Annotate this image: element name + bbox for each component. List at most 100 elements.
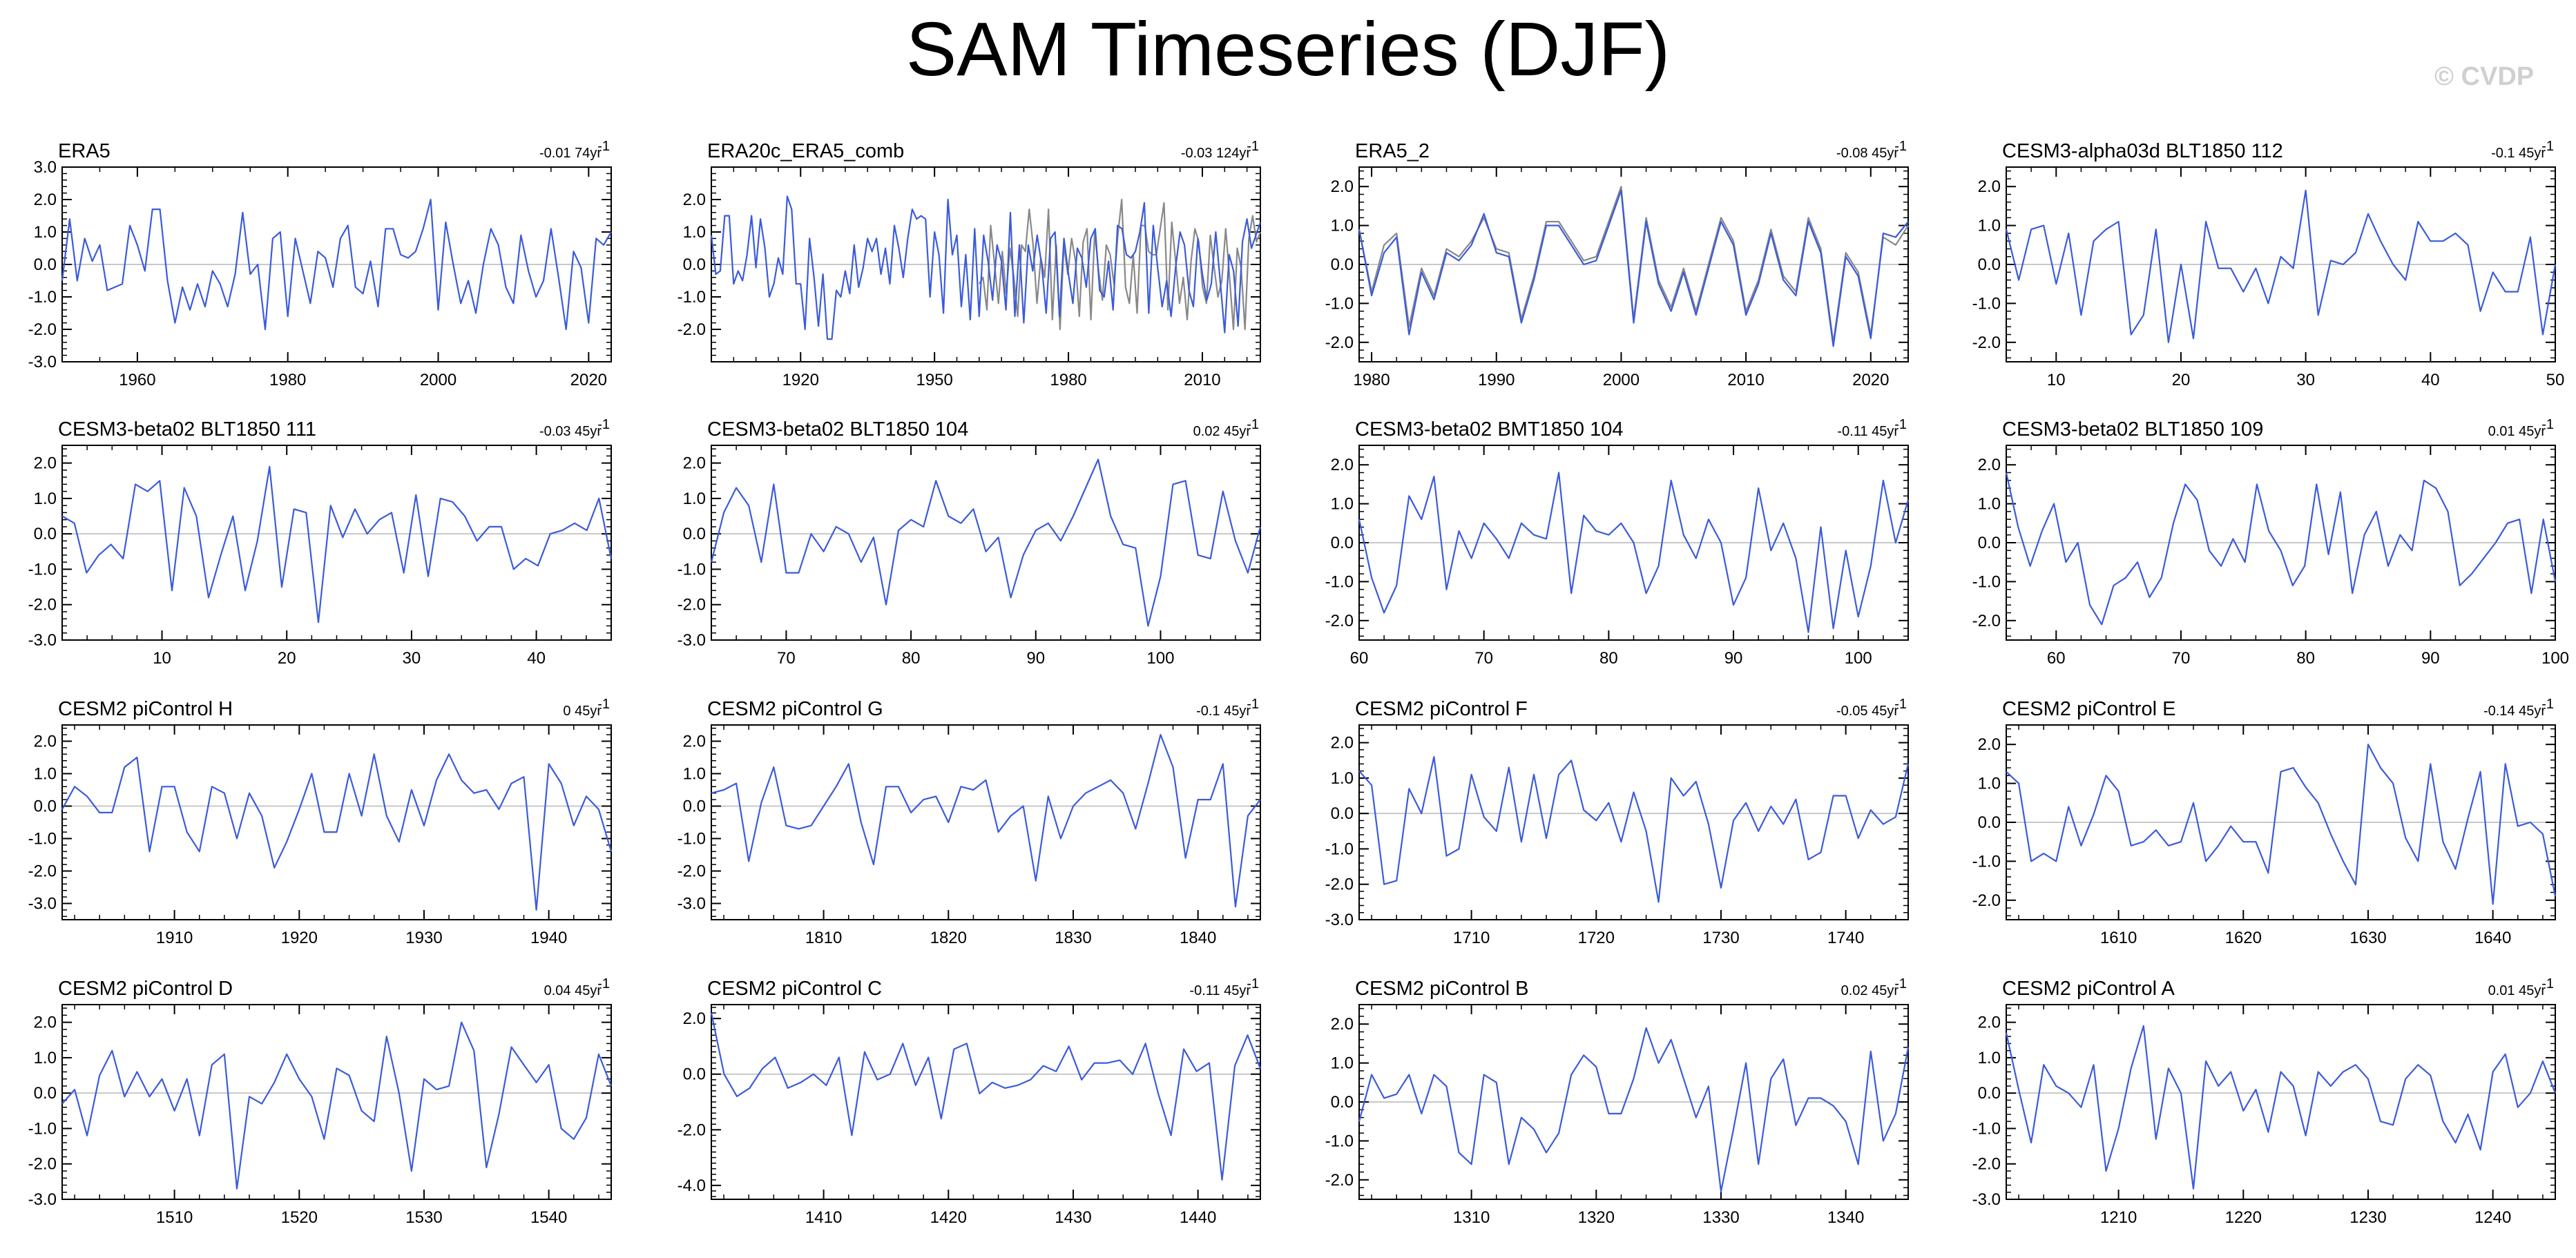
x-tick-label: 1320 [1578, 1208, 1615, 1227]
chart-panel-3: CESM3-alpha03d BLT1850 112 -0.1 45yr-1 2.0… [1972, 139, 2565, 389]
trend-label: -0.05 45yr [1836, 704, 1899, 719]
x-tick-label: 70 [2172, 649, 2191, 668]
trend-label: -0.03 124yr [1181, 146, 1251, 161]
y-tick-label: -1.0 [1325, 294, 1354, 313]
y-tick-label: 0.0 [683, 525, 706, 543]
chart-panel-9: CESM2 piControl G -0.1 45yr-1 2.0 1.0 0.0 -1.… [677, 697, 1261, 947]
y-tick-label: -1.0 [1972, 1119, 2001, 1138]
trend-exponent: -1 [597, 417, 610, 432]
y-tick-label: 0.0 [1978, 1084, 2001, 1103]
x-tick-label: 40 [2421, 371, 2440, 389]
y-tick-label: 0.0 [683, 797, 706, 816]
plot-frame [711, 1004, 1261, 1200]
x-tick-label: 1920 [782, 371, 819, 389]
panel-title: ERA5_2 [1355, 140, 1430, 162]
series-line [61, 198, 612, 331]
x-tick-label: 1420 [930, 1208, 967, 1227]
x-tick-label: 100 [2541, 649, 2569, 668]
y-tick-label: -2.0 [1325, 1171, 1354, 1190]
trend-exponent: -1 [1894, 976, 1907, 991]
x-tick-label: 1940 [530, 929, 567, 947]
x-tick-label: 1310 [1453, 1208, 1490, 1227]
x-tick-label: 10 [153, 649, 171, 668]
series-line [710, 1012, 1262, 1181]
y-tick-label: -3.0 [28, 353, 57, 371]
x-tick-label: 1210 [2100, 1208, 2137, 1227]
y-tick-label: -1.0 [28, 560, 57, 579]
panel-title: CESM2 piControl B [1355, 978, 1528, 1000]
y-tick-label: -1.0 [28, 1119, 57, 1138]
trend-label: 0.02 45yr [1193, 424, 1251, 439]
x-tick-label: 1810 [805, 929, 842, 947]
x-tick-label: 1610 [2100, 929, 2137, 947]
x-tick-label: 1980 [1050, 371, 1086, 389]
trend-exponent: -1 [2541, 139, 2554, 154]
x-tick-label: 2010 [1727, 371, 1764, 389]
y-tick-label: 1.0 [1978, 775, 2001, 793]
panel-title: CESM2 piControl E [2002, 698, 2175, 720]
panel-title: CESM2 piControl G [707, 698, 883, 720]
y-tick-label: 1.0 [683, 223, 706, 242]
series-line [710, 195, 1262, 340]
y-tick-label: 0.0 [34, 1084, 57, 1103]
trend-exponent: -1 [1894, 697, 1907, 712]
chart-panel-12: CESM2 piControl D 0.04 45yr-1 2.0 1.0 0.0 -1.… [28, 976, 613, 1227]
trend-label: 0 45yr [563, 704, 602, 719]
y-tick-label: 1.0 [683, 765, 706, 784]
x-tick-label: 1960 [119, 371, 155, 389]
y-tick-label: -2.0 [1325, 875, 1354, 894]
y-tick-label: 0.0 [1331, 534, 1354, 552]
y-tick-label: -2.0 [677, 862, 706, 881]
y-tick-label: 1.0 [34, 490, 57, 508]
y-tick-label: -1.0 [1972, 852, 2001, 871]
plot-frame [1358, 724, 1909, 920]
y-tick-label: -1.0 [1972, 572, 2001, 591]
x-tick-label: 1930 [405, 929, 442, 947]
panel-title: CESM3-beta02 BLT1850 111 [58, 418, 316, 441]
x-tick-label: 1240 [2474, 1208, 2511, 1227]
x-tick-label: 100 [1845, 649, 1872, 668]
x-tick-label: 1840 [1180, 929, 1216, 947]
trend-label: -0.01 74yr [539, 146, 602, 161]
y-tick-label: 2.0 [1978, 1014, 2001, 1032]
plot-frame [61, 445, 612, 641]
x-tick-label: 1230 [2349, 1208, 2386, 1227]
y-tick-label: 0.0 [1331, 1093, 1354, 1112]
trend-exponent: -1 [1247, 976, 1259, 991]
x-tick-label: 50 [2546, 371, 2565, 389]
y-tick-label: 3.0 [34, 158, 57, 177]
chart-panel-15: CESM2 piControl A 0.01 45yr-1 2.0 1.0 0.0 -1.… [1972, 976, 2557, 1227]
y-tick-label: 2.0 [34, 1014, 57, 1032]
x-tick-label: 70 [1474, 649, 1493, 668]
y-tick-label: -1.0 [677, 560, 706, 579]
trend-label: -0.14 45yr [2483, 704, 2546, 719]
panel-title: CESM3-beta02 BLT1850 109 [2002, 418, 2263, 441]
x-tick-label: 1920 [281, 929, 318, 947]
x-tick-label: 1440 [1180, 1208, 1216, 1227]
chart-panel-14: CESM2 piControl B 0.02 45yr-1 2.0 1.0 0.0 -1.… [1325, 976, 1910, 1227]
trend-exponent: -1 [597, 697, 610, 712]
y-tick-label: -2.0 [1325, 612, 1354, 630]
y-tick-label: -3.0 [28, 1190, 57, 1209]
y-tick-label: 2.0 [34, 454, 57, 473]
series-line [2005, 189, 2557, 343]
chart-panel-13: CESM2 piControl C -0.11 45yr-1 2.0 0.0 -2.0 -… [677, 976, 1262, 1227]
y-tick-label: 2.0 [683, 733, 706, 751]
y-tick-label: -2.0 [1325, 333, 1354, 352]
x-tick-label: 90 [1026, 649, 1045, 668]
trend-label: -0.03 45yr [539, 424, 602, 439]
series-line [710, 458, 1262, 627]
trend-label: 0.04 45yr [544, 983, 602, 998]
y-tick-label: 0.0 [683, 255, 706, 274]
trend-exponent: -1 [597, 976, 610, 991]
y-tick-label: 2.0 [1331, 177, 1354, 196]
series-line [2005, 472, 2557, 626]
y-tick-label: -2.0 [677, 596, 706, 615]
y-tick-label: -2.0 [28, 596, 57, 615]
series-line [711, 733, 1261, 908]
cvdp-watermark: © CVDP [2434, 62, 2535, 91]
trend-exponent: -1 [1894, 139, 1907, 154]
y-tick-label: 1.0 [683, 490, 706, 508]
y-tick-label: 0.0 [683, 1065, 706, 1084]
